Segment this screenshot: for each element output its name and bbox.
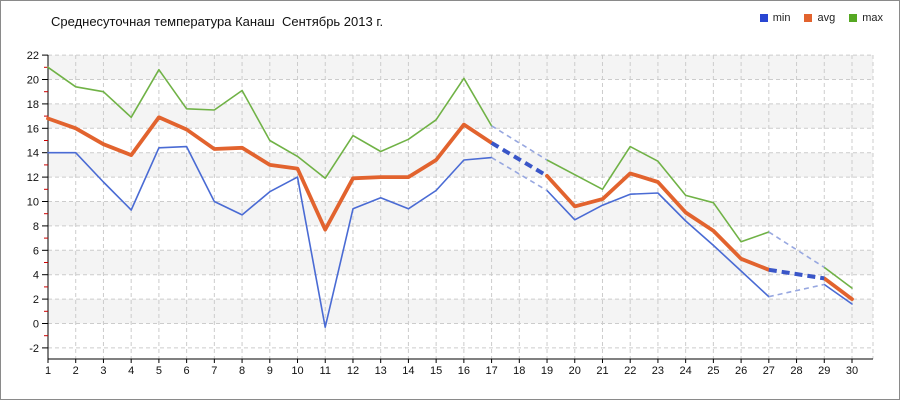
svg-text:4: 4: [33, 270, 39, 282]
svg-text:5: 5: [156, 365, 162, 377]
svg-text:19: 19: [541, 365, 553, 377]
svg-text:2: 2: [73, 365, 79, 377]
svg-text:15: 15: [430, 365, 442, 377]
svg-text:16: 16: [27, 123, 39, 135]
svg-text:25: 25: [707, 365, 719, 377]
svg-text:7: 7: [211, 365, 217, 377]
svg-text:9: 9: [267, 365, 273, 377]
legend: min avg max: [759, 12, 883, 24]
svg-text:20: 20: [569, 365, 581, 377]
svg-text:4: 4: [128, 365, 134, 377]
svg-text:21: 21: [596, 365, 608, 377]
svg-text:22: 22: [27, 50, 39, 62]
svg-text:28: 28: [790, 365, 802, 377]
max-swatch-icon: [849, 14, 858, 22]
svg-text:8: 8: [33, 221, 39, 233]
svg-text:18: 18: [513, 365, 525, 377]
svg-text:22: 22: [624, 365, 636, 377]
svg-text:10: 10: [291, 365, 303, 377]
svg-text:26: 26: [735, 365, 747, 377]
svg-text:24: 24: [680, 365, 692, 377]
svg-text:14: 14: [27, 148, 39, 160]
legend-item-avg: avg: [804, 12, 835, 24]
svg-text:23: 23: [652, 365, 664, 377]
svg-text:-2: -2: [29, 343, 39, 355]
legend-item-max: max: [849, 12, 883, 24]
svg-text:14: 14: [402, 365, 414, 377]
svg-text:18: 18: [27, 99, 39, 111]
svg-text:17: 17: [485, 365, 497, 377]
legend-label: max: [862, 12, 883, 24]
avg-swatch-icon: [804, 14, 813, 22]
legend-label: avg: [817, 12, 836, 24]
svg-text:16: 16: [458, 365, 470, 377]
svg-text:11: 11: [320, 365, 331, 377]
chart-title: Среднесуточная температура Канаш Сентябр…: [51, 14, 384, 29]
svg-text:6: 6: [184, 365, 190, 377]
svg-text:1: 1: [45, 365, 51, 377]
svg-text:2: 2: [33, 294, 39, 306]
svg-text:30: 30: [846, 365, 858, 377]
svg-text:8: 8: [239, 365, 245, 377]
svg-text:10: 10: [27, 197, 39, 209]
svg-text:20: 20: [27, 75, 39, 87]
legend-item-min: min: [759, 12, 791, 24]
legend-label: min: [772, 12, 791, 24]
svg-text:27: 27: [763, 365, 775, 377]
svg-text:3: 3: [100, 365, 106, 377]
min-swatch-icon: [759, 14, 768, 22]
svg-text:13: 13: [375, 365, 387, 377]
svg-text:29: 29: [818, 365, 830, 377]
svg-text:6: 6: [33, 245, 39, 257]
svg-text:0: 0: [33, 319, 39, 331]
svg-text:12: 12: [347, 365, 359, 377]
svg-text:12: 12: [27, 172, 39, 184]
